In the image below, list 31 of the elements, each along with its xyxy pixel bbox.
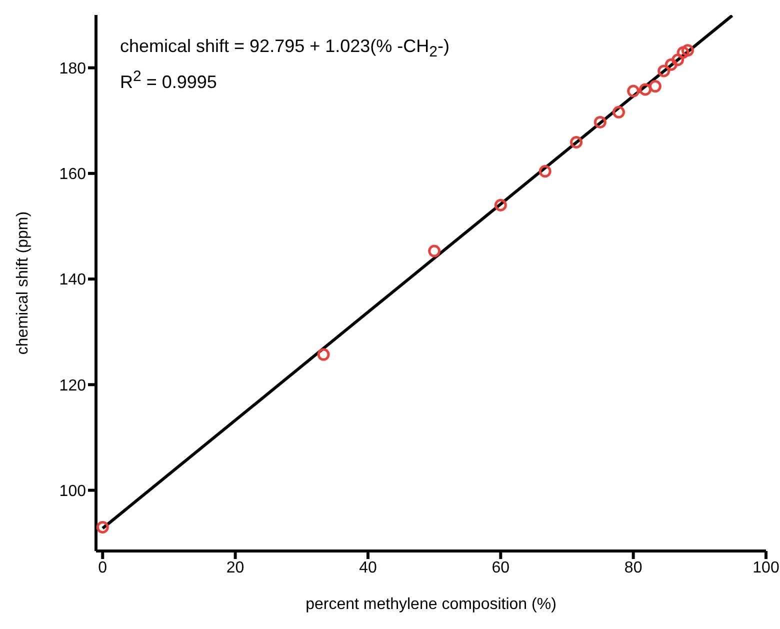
point: [612, 106, 625, 118]
point: [664, 58, 678, 71]
point: [658, 64, 670, 78]
point: [639, 83, 652, 96]
point: [494, 198, 507, 212]
point: [428, 244, 441, 258]
x-tick-label: 100: [752, 559, 780, 576]
point: [648, 80, 662, 93]
annotation: chemical shift = 92.795 + 1.023(% -CH$_{2}$-): [120, 35, 450, 63]
point: [676, 46, 690, 59]
x-tick-label: 80: [624, 559, 642, 576]
x-axis-title: percent methylene composition (%): [306, 596, 556, 613]
y-tick-label: 160: [59, 166, 86, 184]
x-tick-label: 0: [98, 559, 108, 576]
y-tick-label: 180: [59, 60, 86, 78]
x-tick-label: 20: [226, 559, 244, 576]
y-tick-label: 140: [59, 272, 86, 289]
point: [672, 54, 684, 66]
point: [96, 520, 109, 534]
point: [317, 348, 330, 361]
point: [594, 116, 606, 128]
x-tick-label: 40: [359, 559, 377, 576]
y-axis-title: chemical shift (ppm): [14, 211, 32, 355]
y-tick-label: 100: [59, 482, 86, 500]
point: [570, 136, 583, 149]
annotation: R$^{2}$ = 0.9995: [120, 66, 218, 94]
point: [538, 165, 552, 178]
y-tick-label: 120: [59, 377, 86, 394]
point: [681, 44, 694, 57]
x-tick-label: 60: [492, 559, 510, 576]
point: [627, 84, 640, 98]
